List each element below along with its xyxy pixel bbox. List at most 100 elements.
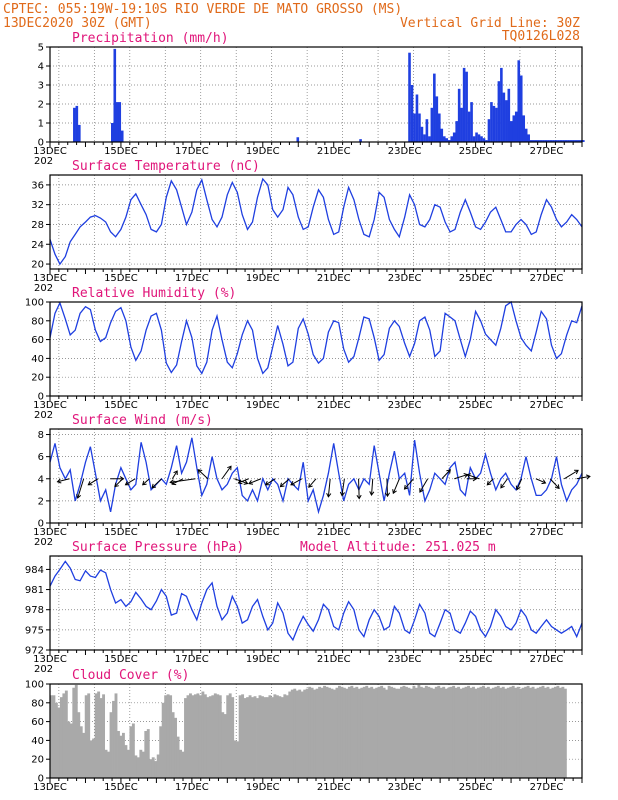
- cloud-bar: [273, 694, 277, 778]
- cloud-ytick-label: 40: [31, 736, 44, 747]
- cloud-bar: [439, 687, 443, 778]
- rh-xtick-label: 23DEC: [388, 400, 422, 411]
- cloud-bar: [64, 690, 68, 778]
- rh-ytick-label: 20: [31, 373, 44, 384]
- cloud-bar: [258, 695, 262, 778]
- wind-vector-head: [326, 492, 332, 498]
- precip-bar: [359, 139, 362, 142]
- precip-bar: [544, 140, 548, 142]
- wind-vector-shaft: [142, 478, 150, 486]
- cloud-bar: [496, 685, 500, 778]
- wind-vector-shaft: [171, 470, 178, 480]
- wind-vector: [576, 474, 591, 480]
- temp-xtick-label: 19DEC: [246, 273, 280, 284]
- precip-bar: [455, 121, 458, 142]
- wind-panel: Surface Wind (m/s) 0 2 4 6 8 13DEC 15DEC 17DEC 19…: [33, 413, 591, 548]
- cloud-bar: [54, 702, 58, 778]
- cloud-bar: [539, 686, 542, 778]
- precip-bar: [502, 92, 506, 142]
- precip-bar: [115, 102, 119, 142]
- wind-vector: [124, 478, 136, 486]
- cloud-bar: [347, 686, 351, 778]
- wind-vector: [403, 478, 414, 490]
- wind-vector-head: [142, 480, 147, 486]
- cloud-bar: [536, 687, 540, 778]
- wind-vector: [549, 478, 560, 490]
- cloud-bar: [313, 689, 317, 778]
- wind-vector: [290, 478, 303, 486]
- wind-vector-shaft: [386, 478, 389, 497]
- wind-vector-head: [264, 480, 270, 486]
- cloud-bar: [434, 686, 438, 778]
- precip-bar: [475, 132, 478, 142]
- rh-title: Relative Humidity (%): [72, 286, 236, 301]
- precip-bar: [567, 140, 570, 142]
- precip-bar: [410, 85, 414, 142]
- cloud-ytick-label: 100: [25, 680, 44, 691]
- rh-frame: [49, 301, 583, 397]
- cloud-xtick-label: 19DEC: [246, 782, 280, 793]
- wind-vector: [486, 478, 494, 486]
- cloud-bar: [139, 749, 143, 778]
- pressure-xtick-label: 19DEC: [246, 654, 280, 665]
- wind-vector-shaft: [221, 465, 232, 480]
- wind-vector-shaft: [77, 478, 85, 499]
- precip-xtick-label: 27DEC: [530, 146, 564, 157]
- cloud-title: Cloud Cover (%): [72, 668, 189, 683]
- precip-bar: [428, 136, 431, 142]
- cloud-bar: [511, 685, 515, 778]
- cloud-bar: [318, 686, 322, 778]
- wind-vector-head: [114, 482, 119, 488]
- cloud-bar: [462, 687, 466, 778]
- cloud-bar: [99, 698, 103, 778]
- wind-vector: [515, 478, 523, 491]
- cloud-bar: [231, 697, 235, 778]
- precip-bar: [423, 134, 426, 142]
- wind-vector-head: [574, 469, 579, 475]
- wind-vector-head: [356, 494, 362, 500]
- precip-bar: [554, 140, 558, 142]
- header-line-1: CPTEC: 055:19W-19:10S RIO VERDE DE MATO …: [3, 2, 402, 17]
- cloud-bar: [293, 688, 297, 778]
- rh-line: [49, 300, 583, 375]
- wind-vector-head: [515, 485, 521, 491]
- cloud-bar: [563, 688, 567, 778]
- wind-ytick-label: 8: [38, 430, 44, 441]
- cloud-bar: [295, 690, 299, 778]
- cloud-bar: [387, 685, 391, 778]
- wind-vector-head: [197, 469, 203, 474]
- cloud-xtick-label: 21DEC: [317, 782, 351, 793]
- cloud-bar: [333, 689, 336, 778]
- cloud-bar: [193, 694, 197, 778]
- cloud-bar: [149, 759, 153, 778]
- wind-vector-shaft: [234, 478, 248, 485]
- cloud-bar: [218, 695, 222, 778]
- cloud-bar: [303, 689, 307, 778]
- precip-bar: [564, 140, 568, 142]
- cloud-bar: [290, 689, 294, 778]
- header-grid-line: Vertical Grid Line: 30Z: [400, 16, 580, 31]
- cloud-bar: [529, 687, 533, 778]
- wind-vector-head: [339, 491, 345, 497]
- cloud-bar: [208, 696, 212, 778]
- cloud-bar: [372, 688, 376, 778]
- cloud-bar: [444, 688, 448, 778]
- precip-bar: [579, 140, 583, 142]
- precip-bar: [547, 140, 550, 142]
- precip-ytick-label: 4: [38, 62, 44, 73]
- cloud-bar: [442, 686, 446, 778]
- cloud-bar: [161, 702, 165, 778]
- cloud-bar: [102, 694, 106, 778]
- wind-vector-head: [541, 479, 547, 485]
- cloud-bar: [114, 693, 118, 778]
- cloud-bar: [112, 700, 115, 778]
- precip-bar: [559, 140, 563, 142]
- cloud-bar: [203, 694, 207, 778]
- cloud-bar: [79, 726, 83, 778]
- precip-bar: [542, 140, 545, 142]
- wind-vector-head: [243, 480, 249, 485]
- precip-bar: [118, 102, 122, 142]
- wind-vector: [339, 478, 345, 497]
- wind-frame: [49, 428, 583, 524]
- cloud-bar: [412, 685, 416, 778]
